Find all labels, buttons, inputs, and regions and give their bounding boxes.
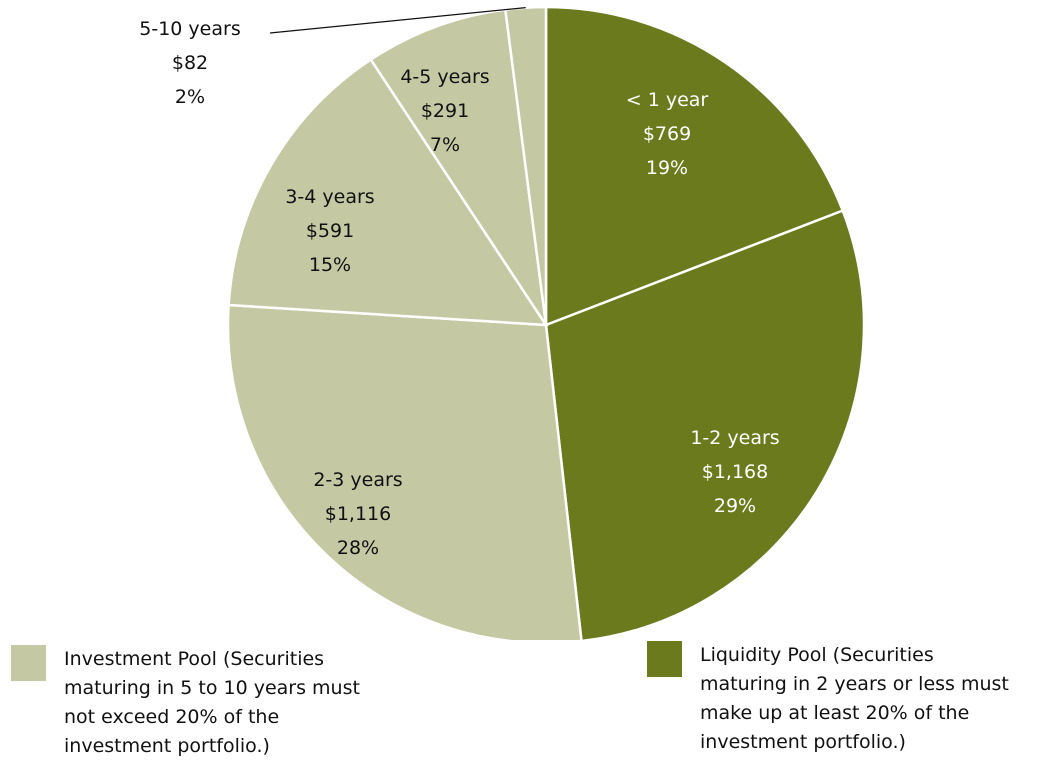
pie-slice-3-4-years <box>227 57 549 327</box>
slice-percent-label: 29% <box>714 495 756 517</box>
pie-slice-1-2-years <box>544 208 866 640</box>
slice-label: 2-3 years <box>313 469 402 491</box>
leader-line-5-10-years <box>269 6 526 34</box>
slice-percent-label: 28% <box>337 537 379 559</box>
slice-value-label: $82 <box>172 52 208 74</box>
legend-swatch-investment <box>11 645 46 681</box>
slice-label: 3-4 years <box>285 186 374 208</box>
slice-label: 1-2 years <box>690 427 779 449</box>
slice-percent-label: 7% <box>430 134 460 156</box>
legend-text-liquidity: Liquidity Pool (Securities maturing in 2… <box>700 644 1009 753</box>
legend-swatch-liquidity <box>647 641 682 677</box>
pie-chart: < 1 year $769 19% 1-2 years $1,168 29% 2-3 yea… <box>139 5 866 640</box>
legend-text-investment: Investment Pool (Securities maturing in … <box>64 648 360 757</box>
pie-slice-1-year <box>544 5 845 327</box>
legend-item-liquidity-pool: Liquidity Pool (Securities maturing in 2… <box>647 641 1042 757</box>
slice-label: 4-5 years <box>400 66 489 88</box>
slice-label: < 1 year <box>626 89 709 111</box>
slice-percent-label: 19% <box>646 157 688 179</box>
slice-value-label: $1,116 <box>325 503 391 525</box>
slice-value-label: $1,168 <box>702 461 768 483</box>
slice-percent-label: 15% <box>309 254 351 276</box>
slice-value-label: $591 <box>306 220 354 242</box>
slice-value-label: $769 <box>643 123 691 145</box>
legend-item-investment-pool: Investment Pool (Securities maturing in … <box>11 645 431 761</box>
slice-percent-label: 2% <box>175 86 205 108</box>
slice-label: 5-10 years <box>139 18 240 40</box>
pie-slice-2-3-years <box>226 303 583 640</box>
slice-value-label: $291 <box>421 100 469 122</box>
